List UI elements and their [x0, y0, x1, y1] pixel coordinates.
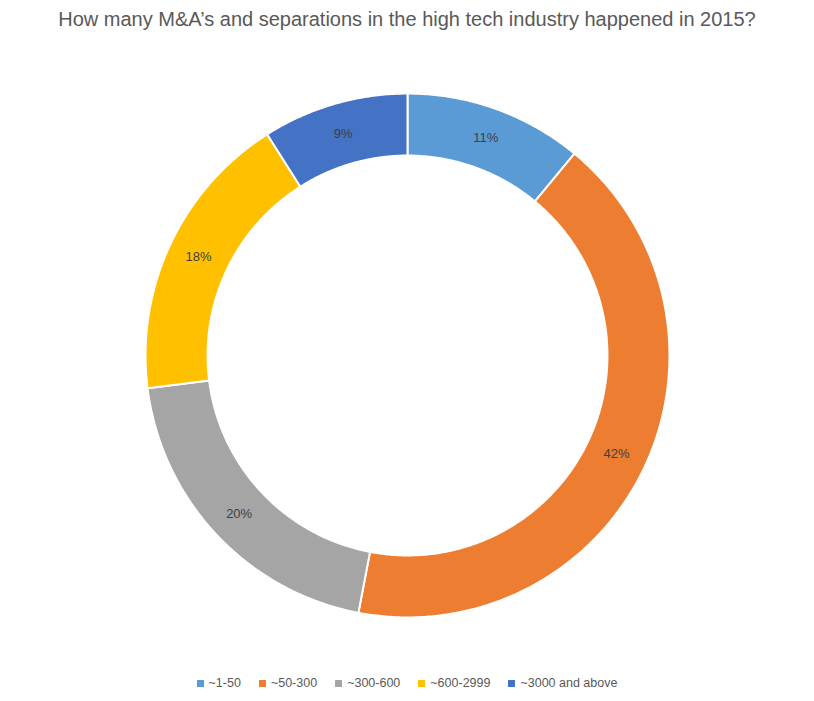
html-text:~600-2999: ~600-2999 [430, 676, 491, 690]
svg-text:11%: 11% [473, 130, 498, 145]
svg-text:9%: 9% [334, 126, 353, 141]
html-text:~50-300: ~50-300 [270, 676, 318, 690]
html-text:~1-50: ~1-50 [208, 676, 241, 690]
html-text:~3000 and above: ~3000 and above [520, 676, 618, 690]
svg-text:20%: 20% [226, 506, 252, 521]
html-text:~300-600: ~300-600 [347, 676, 401, 690]
html-text:How many M&A’s and separations: How many M&A’s and separations in the hi… [58, 8, 756, 30]
svg-text:42%: 42% [603, 446, 629, 461]
svg-text:18%: 18% [186, 249, 212, 264]
